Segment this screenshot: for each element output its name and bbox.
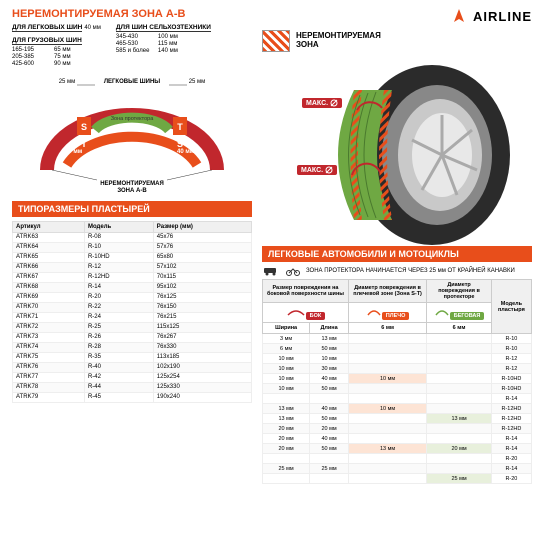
table-row: ATRK75R-35113x185 xyxy=(13,352,252,362)
svg-text:T: T xyxy=(81,139,87,149)
tire-3d-diagram: МАКС. МАКС. xyxy=(262,60,532,240)
table-row: R-14 xyxy=(263,394,532,404)
th-model: Модель пластыря xyxy=(491,280,531,334)
patch-sizes-table: АртикулМодельРазмер (мм) ATRK63R-0845x76… xyxy=(12,221,252,403)
table-row: ATRK79R-45190x240 xyxy=(13,392,252,402)
svg-text:25 мм: 25 мм xyxy=(189,79,206,85)
tire-cross-section-diagram: S T T S ЛЕГКОВЫЕ ШИНЫ 25 мм 25 мм Зона п… xyxy=(12,75,252,195)
damage-table: Размер повреждения на боковой поверхност… xyxy=(262,279,532,484)
svg-text:40 мм: 40 мм xyxy=(177,149,195,155)
svg-text:Зона протектора: Зона протектора xyxy=(111,116,155,122)
svg-text:25 мм: 25 мм xyxy=(59,79,76,85)
svg-text:S: S xyxy=(81,122,87,132)
brand-logo: AIRLINE xyxy=(262,8,532,24)
table-row: ATRK78R-44125x330 xyxy=(13,382,252,392)
motorcycle-icon xyxy=(286,266,300,276)
protector-note: ЗОНА ПРОТЕКТОРА НАЧИНАЕТСЯ ЧЕРЕЗ 25 мм О… xyxy=(262,266,532,276)
passenger-val: 40 мм xyxy=(84,25,101,31)
th-tread: Диаметр повреждения в протекторе xyxy=(427,280,492,303)
table-row: 25 ммR-20 xyxy=(263,474,532,484)
table-row: ATRK66R-1257x102 xyxy=(13,262,252,272)
agri-label: ДЛЯ ШИН СЕЛЬХОЗТЕХНИКИ xyxy=(116,24,211,32)
brand-name: AIRLINE xyxy=(473,9,532,24)
table-row: ATRK72R-25115x125 xyxy=(13,322,252,332)
maks-badge-1: МАКС. xyxy=(302,98,342,108)
table-row: 20 мм20 ммR-12HD xyxy=(263,424,532,434)
table-row: 13 мм40 мм10 ммR-12HD xyxy=(263,404,532,414)
svg-text:40 мм: 40 мм xyxy=(65,149,83,155)
svg-text:ЗОНА А-В: ЗОНА А-В xyxy=(117,188,147,194)
table-row: ATRK67R-12HD70x115 xyxy=(13,272,252,282)
zone-title: НЕРЕМОНТИРУЕМАЯ ЗОНА А-В xyxy=(12,8,252,20)
passenger-label: ДЛЯ ЛЕГКОВЫХ ШИН xyxy=(12,24,82,32)
truck-label: ДЛЯ ГРУЗОВЫХ ШИН xyxy=(12,37,82,45)
th-sidewall: Размер повреждения на боковой поверхност… xyxy=(263,280,349,303)
hatch-icon xyxy=(262,30,290,52)
table-row: ATRK69R-2076x125 xyxy=(13,292,252,302)
svg-text:НЕРЕМОНТИРУЕМАЯ: НЕРЕМОНТИРУЕМАЯ xyxy=(100,181,164,187)
table-row: 20 мм50 мм13 мм20 ммR-14 xyxy=(263,444,532,454)
th-shoulder: Диаметр повреждения в плечевой зоне (Зон… xyxy=(348,280,426,303)
table-row: ATRK64R-1057x76 xyxy=(13,242,252,252)
patch-sizes-header: ТИПОРАЗМЕРЫ ПЛАСТЫРЕЙ xyxy=(12,201,252,217)
maks-badge-2: МАКС. xyxy=(297,165,337,175)
car-icon xyxy=(262,266,280,276)
svg-text:ЛЕГКОВЫЕ ШИНЫ: ЛЕГКОВЫЕ ШИНЫ xyxy=(104,79,160,85)
svg-text:ГРУЗОВЫХ ШИН: ГРУЗОВЫХ ШИН xyxy=(111,163,153,169)
table-row: R-20 xyxy=(263,454,532,464)
brand-icon xyxy=(451,8,467,24)
table-row: ATRK70R-2276x150 xyxy=(13,302,252,312)
table-row: ATRK74R-2876x330 xyxy=(13,342,252,352)
legend-label: НЕРЕМОНТИРУЕМАЯЗОНА xyxy=(296,32,381,50)
table-row: 3 мм13 ммR-10 xyxy=(263,334,532,344)
table-row: 13 мм50 мм13 ммR-12HD xyxy=(263,414,532,424)
table-row: ATRK65R-10HD65x80 xyxy=(13,252,252,262)
table-row: ATRK77R-42125x254 xyxy=(13,372,252,382)
table-header: Артикул xyxy=(13,221,85,232)
table-row: ATRK76R-40102x190 xyxy=(13,362,252,372)
table-header: Модель xyxy=(84,221,153,232)
table-row: 10 мм10 ммR-12 xyxy=(263,354,532,364)
table-row: ATRK71R-2476x215 xyxy=(13,312,252,322)
table-row: ATRK68R-1495x102 xyxy=(13,282,252,292)
svg-text:S: S xyxy=(177,139,183,149)
table-row: 10 мм50 ммR-10HD xyxy=(263,384,532,394)
table-row: ATRK73R-2676x267 xyxy=(13,332,252,342)
table-row: 20 мм40 ммR-14 xyxy=(263,434,532,444)
svg-text:T: T xyxy=(177,122,183,132)
legend: НЕРЕМОНТИРУЕМАЯЗОНА xyxy=(262,30,532,52)
table-row: 10 мм30 ммR-12 xyxy=(263,364,532,374)
table-row: ATRK63R-0845x76 xyxy=(13,232,252,242)
table-row: 25 мм25 ммR-14 xyxy=(263,464,532,474)
table-row: 6 мм50 ммR-10 xyxy=(263,344,532,354)
table-row: 10 мм40 мм10 ммR-10HD xyxy=(263,374,532,384)
table-header: Размер (мм) xyxy=(153,221,251,232)
